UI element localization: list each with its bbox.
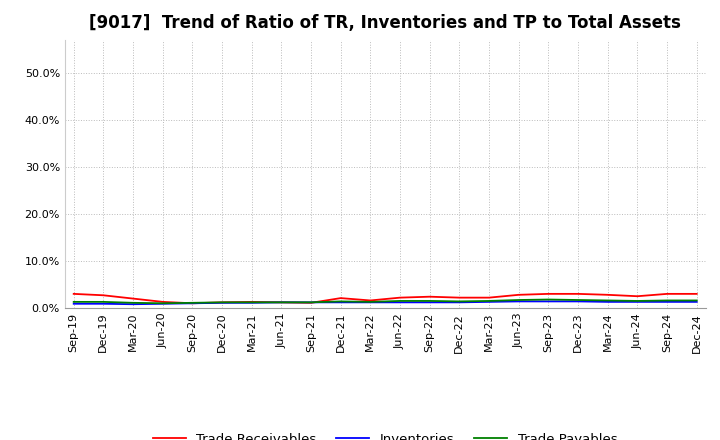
- Trade Receivables: [366, 298, 374, 303]
- Trade Payables: [662, 298, 671, 303]
- Inventories: [485, 299, 493, 304]
- Trade Payables: [574, 297, 582, 303]
- Inventories: [158, 301, 167, 306]
- Trade Payables: [633, 298, 642, 304]
- Inventories: [574, 299, 582, 304]
- Trade Payables: [336, 299, 345, 304]
- Trade Payables: [158, 301, 167, 306]
- Trade Receivables: [633, 293, 642, 299]
- Inventories: [693, 299, 701, 304]
- Trade Receivables: [426, 294, 434, 299]
- Trade Receivables: [217, 300, 226, 305]
- Trade Payables: [514, 297, 523, 303]
- Trade Payables: [307, 300, 315, 305]
- Trade Receivables: [336, 296, 345, 301]
- Inventories: [426, 300, 434, 305]
- Trade Payables: [366, 299, 374, 304]
- Trade Payables: [455, 299, 464, 304]
- Trade Payables: [603, 298, 612, 303]
- Trade Payables: [277, 300, 286, 305]
- Trade Receivables: [603, 292, 612, 297]
- Trade Payables: [217, 300, 226, 305]
- Title: [9017]  Trend of Ratio of TR, Inventories and TP to Total Assets: [9017] Trend of Ratio of TR, Inventories…: [89, 15, 681, 33]
- Inventories: [662, 299, 671, 304]
- Inventories: [544, 299, 553, 304]
- Trade Receivables: [277, 300, 286, 305]
- Trade Receivables: [158, 299, 167, 304]
- Trade Receivables: [396, 295, 405, 300]
- Trade Receivables: [129, 296, 138, 301]
- Inventories: [633, 299, 642, 304]
- Inventories: [603, 299, 612, 304]
- Trade Payables: [544, 297, 553, 302]
- Inventories: [217, 300, 226, 305]
- Trade Receivables: [188, 301, 197, 306]
- Trade Payables: [248, 300, 256, 305]
- Trade Payables: [426, 298, 434, 304]
- Trade Receivables: [514, 292, 523, 297]
- Trade Payables: [188, 300, 197, 305]
- Trade Payables: [69, 299, 78, 304]
- Trade Payables: [485, 298, 493, 304]
- Trade Receivables: [69, 291, 78, 297]
- Trade Receivables: [544, 291, 553, 297]
- Inventories: [336, 300, 345, 305]
- Trade Receivables: [455, 295, 464, 300]
- Trade Receivables: [485, 295, 493, 300]
- Inventories: [366, 300, 374, 305]
- Trade Payables: [129, 300, 138, 305]
- Trade Payables: [693, 298, 701, 303]
- Trade Receivables: [99, 293, 108, 298]
- Inventories: [188, 301, 197, 306]
- Trade Receivables: [248, 299, 256, 304]
- Trade Payables: [396, 298, 405, 304]
- Trade Receivables: [662, 291, 671, 297]
- Inventories: [129, 301, 138, 307]
- Trade Receivables: [307, 300, 315, 305]
- Line: Trade Receivables: Trade Receivables: [73, 294, 697, 303]
- Inventories: [455, 300, 464, 305]
- Trade Receivables: [574, 291, 582, 297]
- Inventories: [248, 300, 256, 305]
- Inventories: [514, 299, 523, 304]
- Inventories: [396, 300, 405, 305]
- Legend: Trade Receivables, Inventories, Trade Payables: Trade Receivables, Inventories, Trade Pa…: [148, 427, 623, 440]
- Trade Receivables: [693, 291, 701, 297]
- Trade Payables: [99, 299, 108, 304]
- Inventories: [69, 301, 78, 306]
- Inventories: [99, 301, 108, 306]
- Inventories: [307, 300, 315, 305]
- Line: Inventories: Inventories: [73, 301, 697, 304]
- Line: Trade Payables: Trade Payables: [73, 300, 697, 303]
- Inventories: [277, 300, 286, 305]
